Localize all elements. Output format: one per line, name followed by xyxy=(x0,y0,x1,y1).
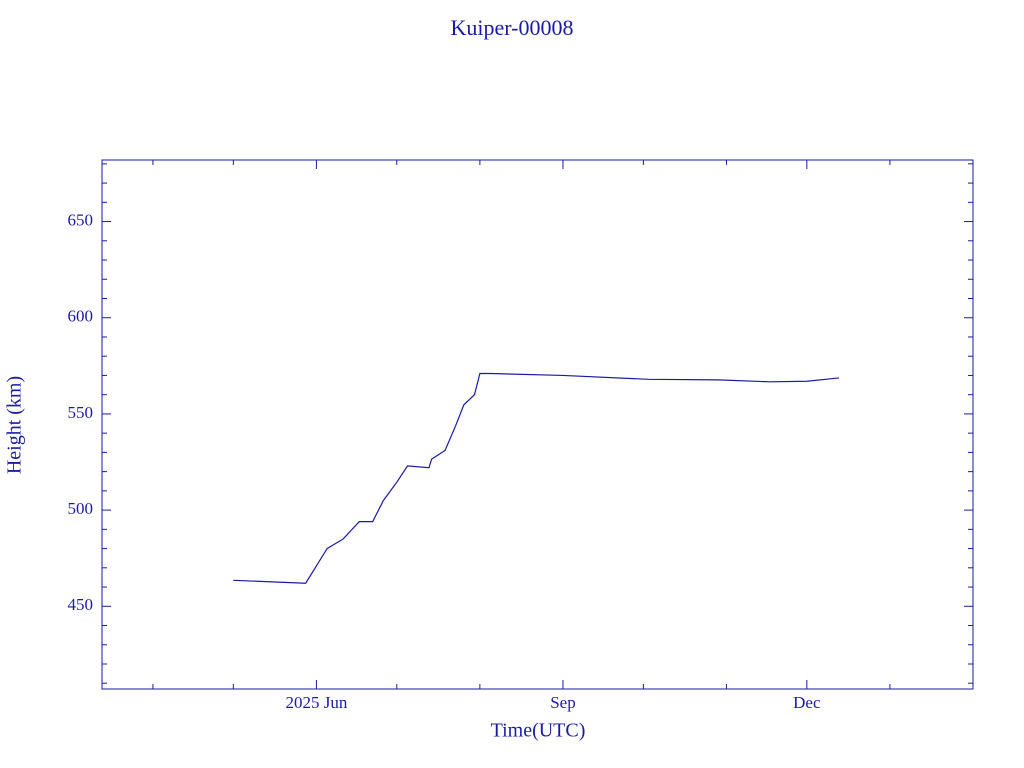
y-tick-label: 550 xyxy=(68,403,94,422)
chart-title: Kuiper-00008 xyxy=(451,15,574,40)
x-axis-label: Time(UTC) xyxy=(491,720,586,742)
x-tick-label: 2025 Jun xyxy=(285,693,347,712)
y-tick-label: 500 xyxy=(68,499,94,518)
x-tick-label: Dec xyxy=(793,693,821,712)
y-tick-label: 650 xyxy=(68,210,94,229)
y-tick-label: 600 xyxy=(68,307,94,326)
y-axis-label: Height (km) xyxy=(4,376,26,474)
data-line xyxy=(233,372,840,584)
plot-frame xyxy=(101,159,974,690)
x-tick-label: Sep xyxy=(550,693,576,712)
y-tick-label: 450 xyxy=(68,595,94,614)
